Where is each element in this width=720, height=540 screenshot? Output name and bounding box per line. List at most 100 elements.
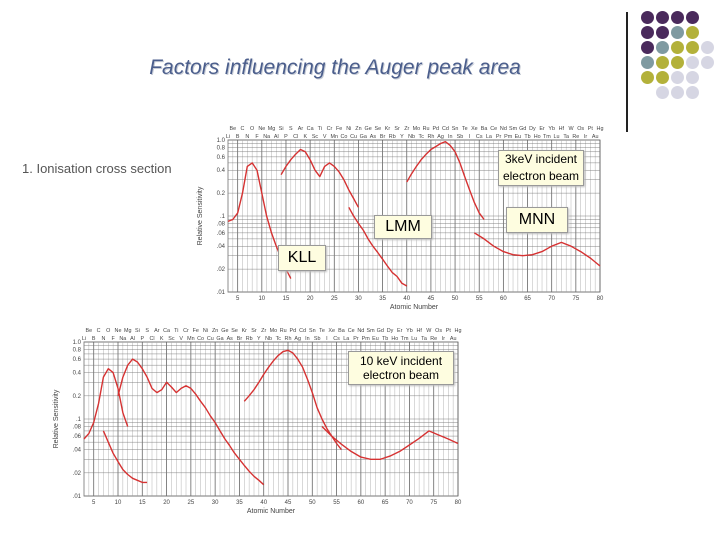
element-symbol: Ir: [584, 134, 587, 140]
element-symbol: Kr: [242, 328, 248, 334]
shell-label-kll: KLL: [278, 245, 326, 271]
y-tick-label: .01: [73, 494, 82, 500]
x-axis-label: Atomic Number: [247, 508, 296, 515]
decorative-dot: [656, 41, 669, 54]
element-symbol: Ar: [154, 328, 160, 334]
element-symbol: Ga: [360, 134, 367, 140]
element-symbol: Br: [237, 336, 243, 342]
element-symbol: Hg: [597, 126, 604, 132]
y-tick-label: .04: [73, 448, 82, 454]
element-symbol: Cu: [350, 134, 357, 140]
element-symbol: Ge: [221, 328, 228, 334]
decorative-dot: [686, 86, 699, 99]
element-symbol: Dy: [529, 126, 536, 132]
element-symbol: Ta: [563, 134, 569, 140]
element-symbol: Ne: [115, 328, 122, 334]
x-tick-label: 25: [331, 296, 338, 302]
element-symbol: Sm: [509, 126, 518, 132]
sensitivity-curve: [406, 141, 485, 220]
element-symbol: Mo: [270, 328, 278, 334]
element-symbol: Ti: [318, 126, 322, 132]
element-symbol: Rh: [285, 336, 292, 342]
element-symbol: Zr: [261, 328, 266, 334]
element-symbol: Sb: [457, 134, 464, 140]
element-symbol: Zr: [404, 126, 409, 132]
element-symbol: Os: [577, 126, 584, 132]
element-symbol: Zn: [212, 328, 218, 334]
element-symbol: I: [469, 134, 471, 140]
element-symbol: N: [245, 134, 249, 140]
decorative-dot: [671, 41, 684, 54]
sensitivity-curve: [190, 387, 265, 486]
element-symbol: Ru: [423, 126, 430, 132]
element-symbol: Sn: [309, 328, 316, 334]
element-symbol: Al: [130, 336, 135, 342]
y-axis-label: Relative Sensitivity: [53, 389, 60, 448]
y-tick-label: .06: [217, 231, 226, 237]
element-symbol: Hf: [559, 126, 565, 132]
element-symbol: V: [179, 336, 183, 342]
element-symbol: Sb: [314, 336, 321, 342]
element-symbol: O: [250, 126, 254, 132]
element-symbol: Mo: [413, 126, 421, 132]
element-symbol: Ta: [421, 336, 427, 342]
element-symbol: S: [289, 126, 293, 132]
element-symbol: Re: [572, 134, 579, 140]
x-tick-label: 30: [355, 296, 362, 302]
sensitivity-curve: [243, 349, 342, 451]
x-tick-label: 55: [333, 500, 340, 506]
element-symbol: Be: [230, 126, 237, 132]
x-tick-label: 10: [258, 296, 265, 302]
element-symbol: Gd: [519, 126, 526, 132]
element-symbol: Co: [197, 336, 204, 342]
element-symbol: Pr: [353, 336, 359, 342]
element-symbol: Er: [397, 328, 403, 334]
element-symbol: Y: [257, 336, 261, 342]
element-symbol: C: [241, 126, 245, 132]
slide-title: Factors influencing the Auger peak area: [149, 56, 521, 79]
element-symbol: Xe: [328, 328, 335, 334]
element-symbol: Y: [400, 134, 404, 140]
element-symbol: Cs: [476, 134, 483, 140]
x-tick-label: 20: [163, 500, 170, 506]
x-tick-label: 40: [260, 500, 267, 506]
decorative-dot: [656, 26, 669, 39]
element-symbol: Ga: [216, 336, 223, 342]
x-tick-label: 20: [307, 296, 314, 302]
element-symbol: Tm: [401, 336, 409, 342]
element-symbol: Ne: [258, 126, 265, 132]
x-tick-label: 5: [92, 500, 96, 506]
y-tick-label: 0.4: [217, 168, 226, 174]
element-symbol: As: [227, 336, 234, 342]
decorative-dot: [656, 11, 669, 24]
decorative-dot: [671, 26, 684, 39]
decorative-dot: [641, 26, 654, 39]
x-tick-label: 25: [188, 500, 195, 506]
x-tick-label: 15: [139, 500, 146, 506]
element-symbol: Mg: [124, 328, 132, 334]
y-tick-label: .06: [73, 434, 82, 440]
element-symbol: P: [284, 134, 288, 140]
element-symbol: Cr: [183, 328, 189, 334]
element-symbol: F: [255, 134, 259, 140]
element-symbol: Cd: [442, 126, 449, 132]
element-symbol: Ho: [534, 134, 541, 140]
element-symbol: Br: [380, 134, 386, 140]
element-symbol: Nd: [357, 328, 364, 334]
decorative-dot: [641, 56, 654, 69]
element-symbol: La: [486, 134, 492, 140]
element-symbol: Ni: [203, 328, 208, 334]
element-symbol: Xe: [471, 126, 478, 132]
element-symbol: Ar: [298, 126, 304, 132]
element-symbol: Ir: [442, 336, 445, 342]
element-symbol: Sr: [394, 126, 400, 132]
element-symbol: Sc: [168, 336, 175, 342]
decorative-dot: [686, 26, 699, 39]
element-symbol: Yb: [548, 126, 555, 132]
element-symbol: Rb: [246, 336, 253, 342]
element-symbol: Na: [119, 336, 126, 342]
element-symbol: Sn: [452, 126, 459, 132]
decorative-dot: [671, 86, 684, 99]
x-tick-label: 75: [430, 500, 437, 506]
sensitivity-curve: [348, 206, 408, 287]
